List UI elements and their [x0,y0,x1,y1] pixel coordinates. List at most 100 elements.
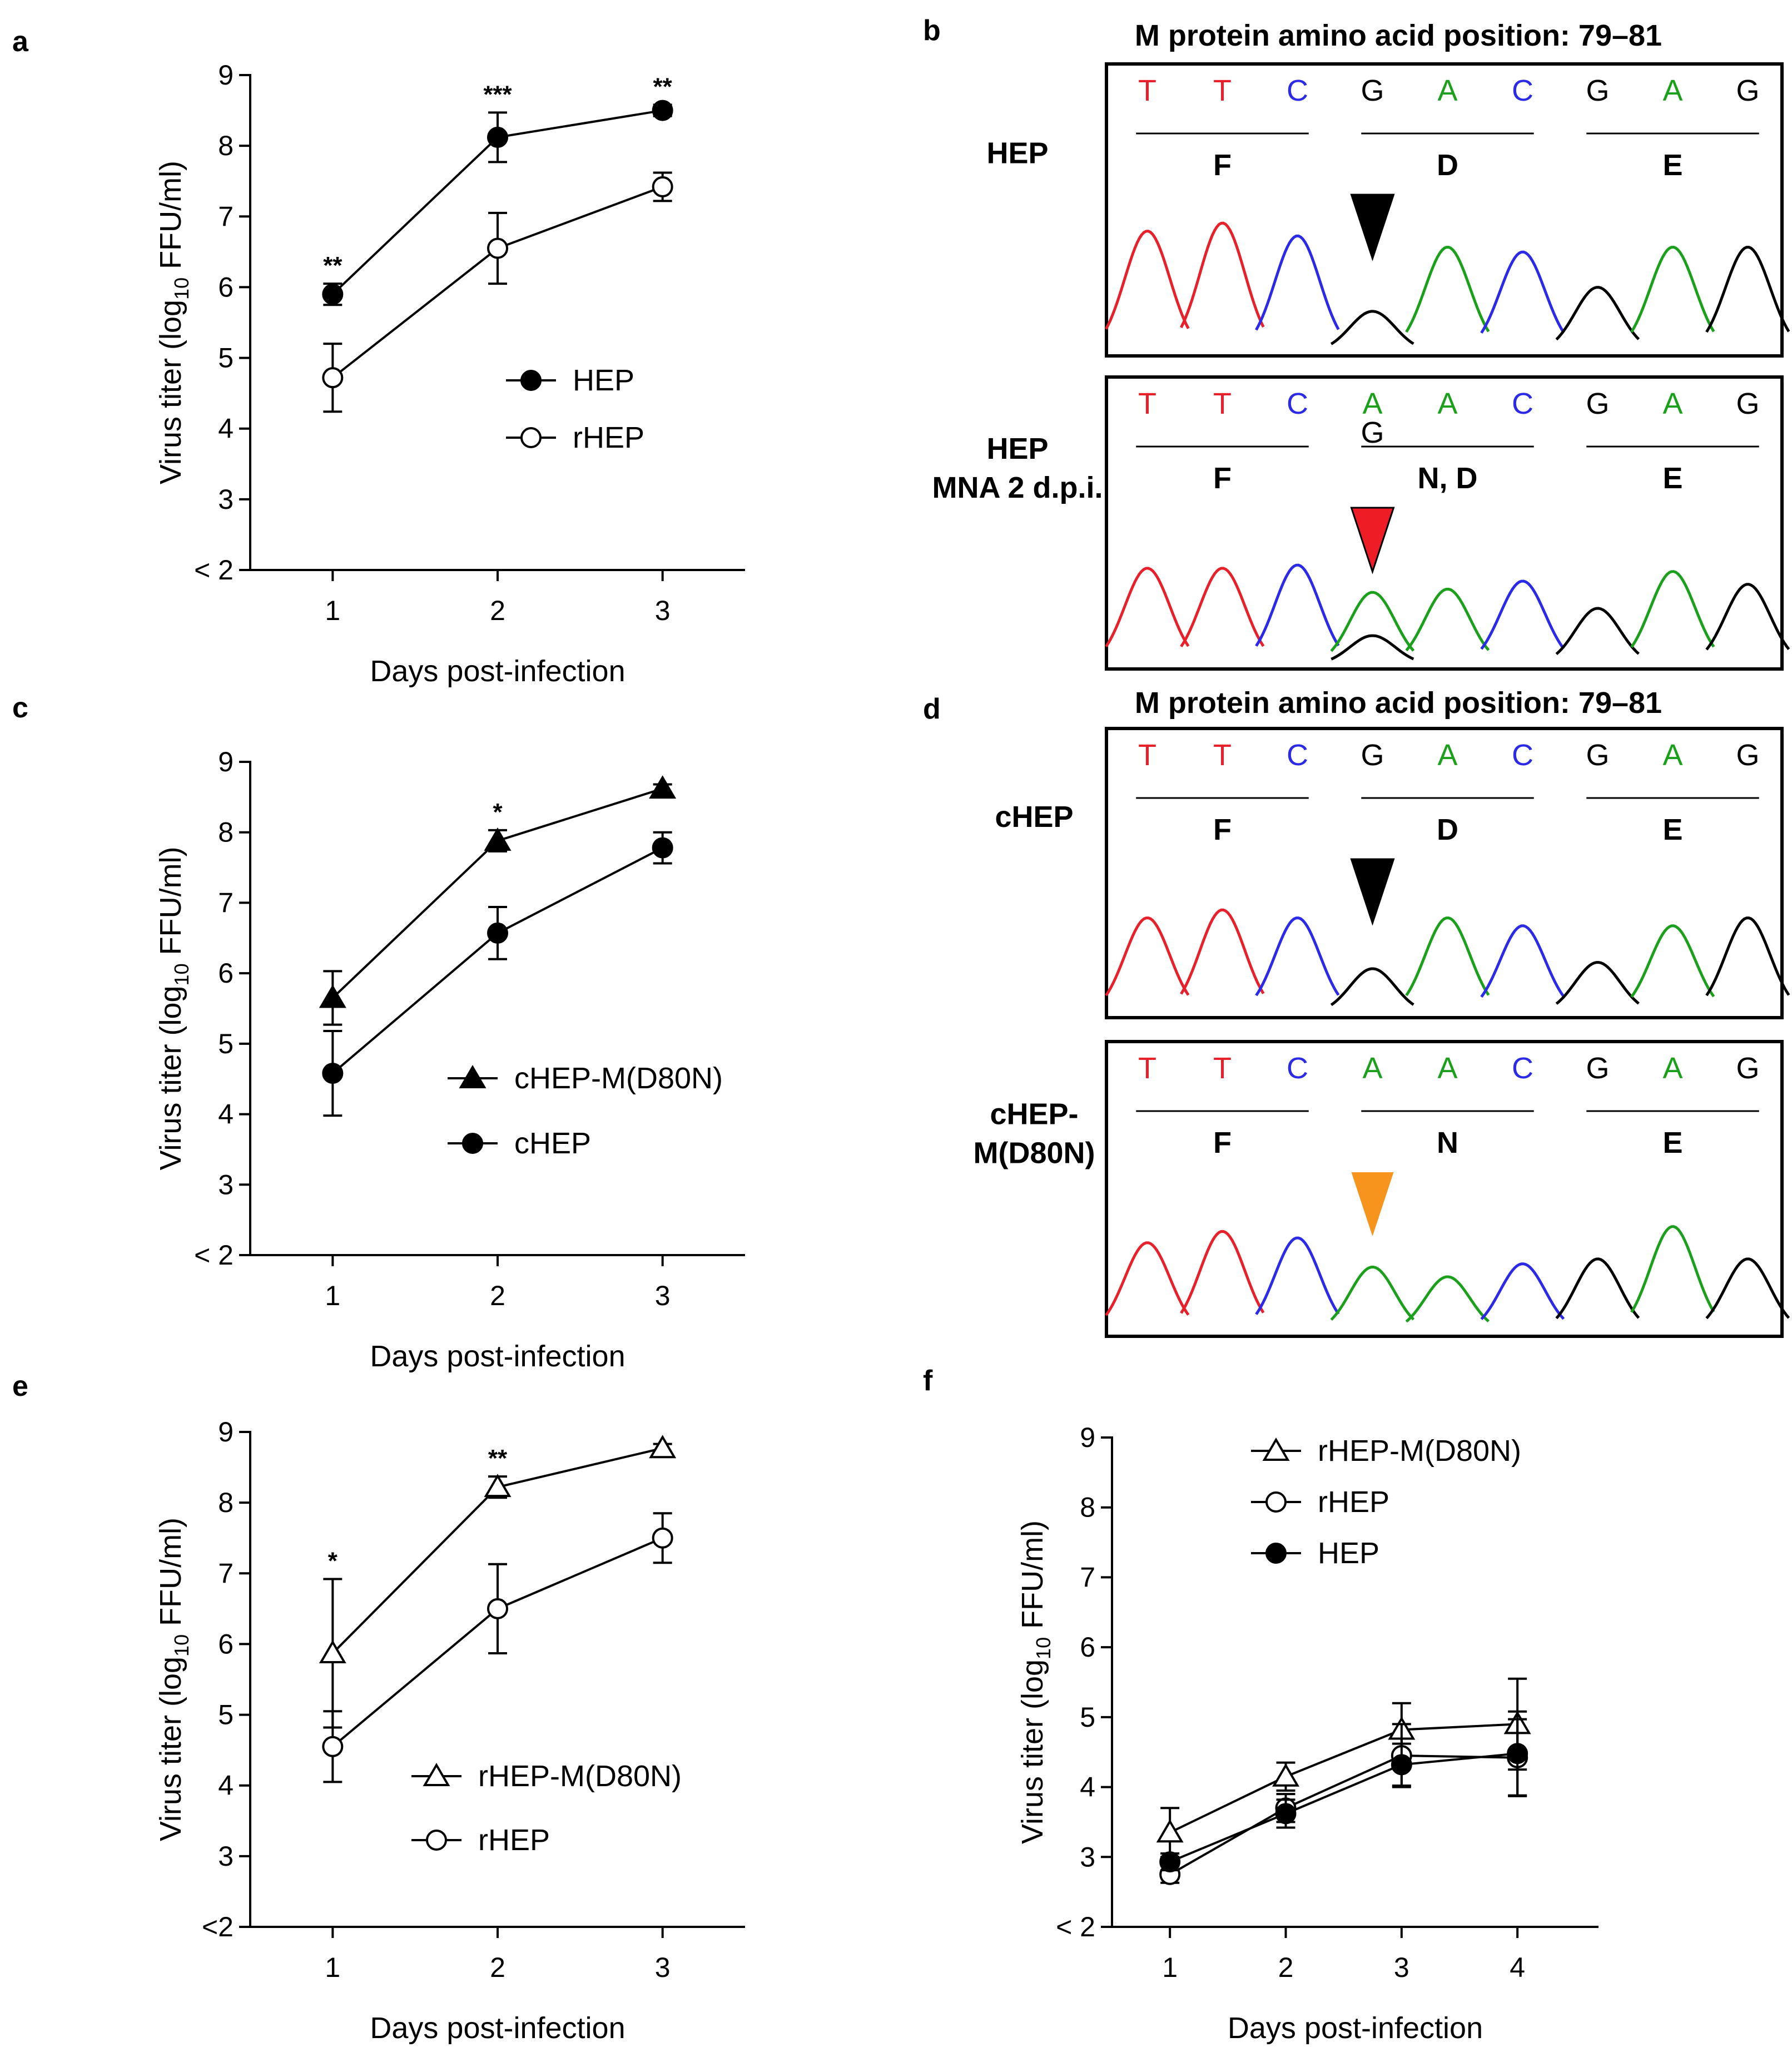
base-letter: A [1662,738,1682,772]
mutation-arrow [1351,1172,1394,1236]
base-letter: A [1662,74,1682,107]
y-tick-label: 3 [218,484,234,515]
trace-peak-A [1630,1225,1715,1313]
y-tick-label: 3 [218,1841,234,1872]
x-axis-title: Days post-infection [1228,2011,1483,2045]
data-point-HEP [1507,1743,1528,1764]
y-tick-label: 7 [218,887,234,918]
data-point-rHEP [322,367,344,389]
trace-peak-T [1180,1230,1265,1314]
trace-peak-T [1180,908,1265,995]
significance-mark: ** [323,252,342,279]
trace-peak-A [1405,916,1490,997]
y-axis-title-subscript: 10 [1032,1637,1055,1659]
base-letter: G [1736,74,1759,107]
trace-peak-C [1255,1236,1340,1315]
data-point-cHEP [652,837,673,859]
legend-label: rHEP [478,1823,550,1857]
chromatogram-track: cHEP- M(D80N) T T C A A C G A G F N E [973,1040,1790,1338]
base-letter: G [1586,1052,1609,1085]
panel-letter-a: a [12,26,29,58]
trace-peak-G [1330,310,1414,345]
data-point-rHEP [322,1736,344,1757]
sample-label: MNA 2 d.p.i. [932,471,1103,504]
y-tick-label: 9 [218,1416,234,1448]
base-letter: C [1287,1052,1308,1085]
chromatogram-panel-b: M protein amino acid position: 79–81 HEP T… [932,19,1790,671]
legend-label: cHEP-M(D80N) [514,1062,723,1095]
amino-acid-label: D [1437,148,1458,182]
x-tick-label: 3 [655,1280,671,1311]
y-tick-label: 5 [218,1699,234,1731]
trace-peak-G [1705,1257,1790,1320]
legend-label: rHEP-M(D80N) [478,1759,682,1793]
data-point-rHEP-M(D80N) [1156,1819,1184,1843]
data-point-HEP [1159,1851,1181,1873]
y-tick-label: <2 [202,1911,234,1942]
data-point-HEP [1391,1754,1412,1776]
y-axis-title: Virus titer (log10 FFU/ml) [154,161,193,484]
sequence-title: M protein amino acid position: 79–81 [1135,19,1662,52]
y-tick-label: 7 [1080,1562,1095,1593]
trace-peak-A [1630,924,1715,998]
y-axis-title-main: Virus titer (log [154,985,187,1170]
y-tick-label: 9 [218,746,234,777]
trace-peak-C [1480,924,1565,998]
y-tick-label: 7 [218,201,234,232]
trace-peak-C [1480,1262,1565,1320]
data-point-HEP [322,284,344,305]
base-letter: T [1138,387,1156,420]
sample-label: cHEP- [990,1097,1078,1131]
legend-marker [423,1763,450,1786]
y-axis-title-tail: FFU/ml) [1016,1520,1049,1637]
x-tick-label: 1 [325,1952,340,1983]
trace-peak-T [1105,1241,1190,1316]
data-point-cHEP-M(D80N) [319,984,346,1008]
x-tick-label: 1 [325,1280,340,1311]
chromatogram-frame [1105,62,1784,358]
base-letter: T [1138,1052,1156,1085]
chart-c: < 2 3 4 5 6 7 8 9 1 2 3 Days post-infection Virus ti… [154,746,745,1373]
mutation-arrow [1350,507,1395,574]
legend-label: cHEP [514,1127,591,1160]
series-line-HEP [1169,1752,1518,1863]
base-letter: G [1586,74,1609,107]
trace-peak-G [1705,583,1790,651]
legend-label: rHEP [573,421,644,454]
series-line-rHEP-M(D80N) [1169,1723,1518,1834]
base-letter: A [1362,1052,1382,1085]
data-point-rHEP [487,1598,508,1619]
legend-label: rHEP-M(D80N) [1318,1434,1521,1468]
legend-label: HEP [1318,1536,1379,1570]
base-letter: A [1437,74,1457,107]
base-letter: C [1287,738,1308,772]
panel-letter-b: b [923,14,941,47]
base-letter: A [1437,1052,1457,1085]
trace-peak-C [1255,916,1340,997]
y-tick-label: 6 [218,271,234,303]
x-tick-label: 2 [490,1952,505,1983]
base-letter: G [1736,738,1759,772]
y-axis-title: Virus titer (log10 FFU/ml) [1016,1520,1055,1844]
significance-mark: ** [653,73,673,100]
panel-letter-d: d [923,693,941,725]
base-letter: G [1586,738,1609,772]
trace-peak-T [1105,916,1190,997]
ambiguous-base: G [1361,416,1384,449]
chromatogram-frame [1105,1040,1784,1338]
trace-peak-T [1105,567,1190,648]
chart-e: <2 3 4 5 6 7 8 9 1 2 3 Days post-infection Virus tit… [154,1416,745,2045]
trace-peak-A [1630,245,1715,333]
series-line-cHEP [332,846,663,1074]
amino-acid-label: D [1437,813,1458,846]
panel-letter-e: e [12,1370,28,1402]
base-letter: A [1437,738,1457,772]
x-axis-title: Days post-infection [370,655,625,688]
trace-peak-C [1255,234,1340,331]
chromatogram-frame [1105,375,1784,671]
data-point-HEP [487,126,508,148]
y-tick-label: 6 [1080,1632,1095,1663]
y-tick-label: < 2 [194,554,234,586]
amino-acid-label: F [1213,1126,1232,1159]
x-tick-label: 4 [1510,1952,1525,1983]
